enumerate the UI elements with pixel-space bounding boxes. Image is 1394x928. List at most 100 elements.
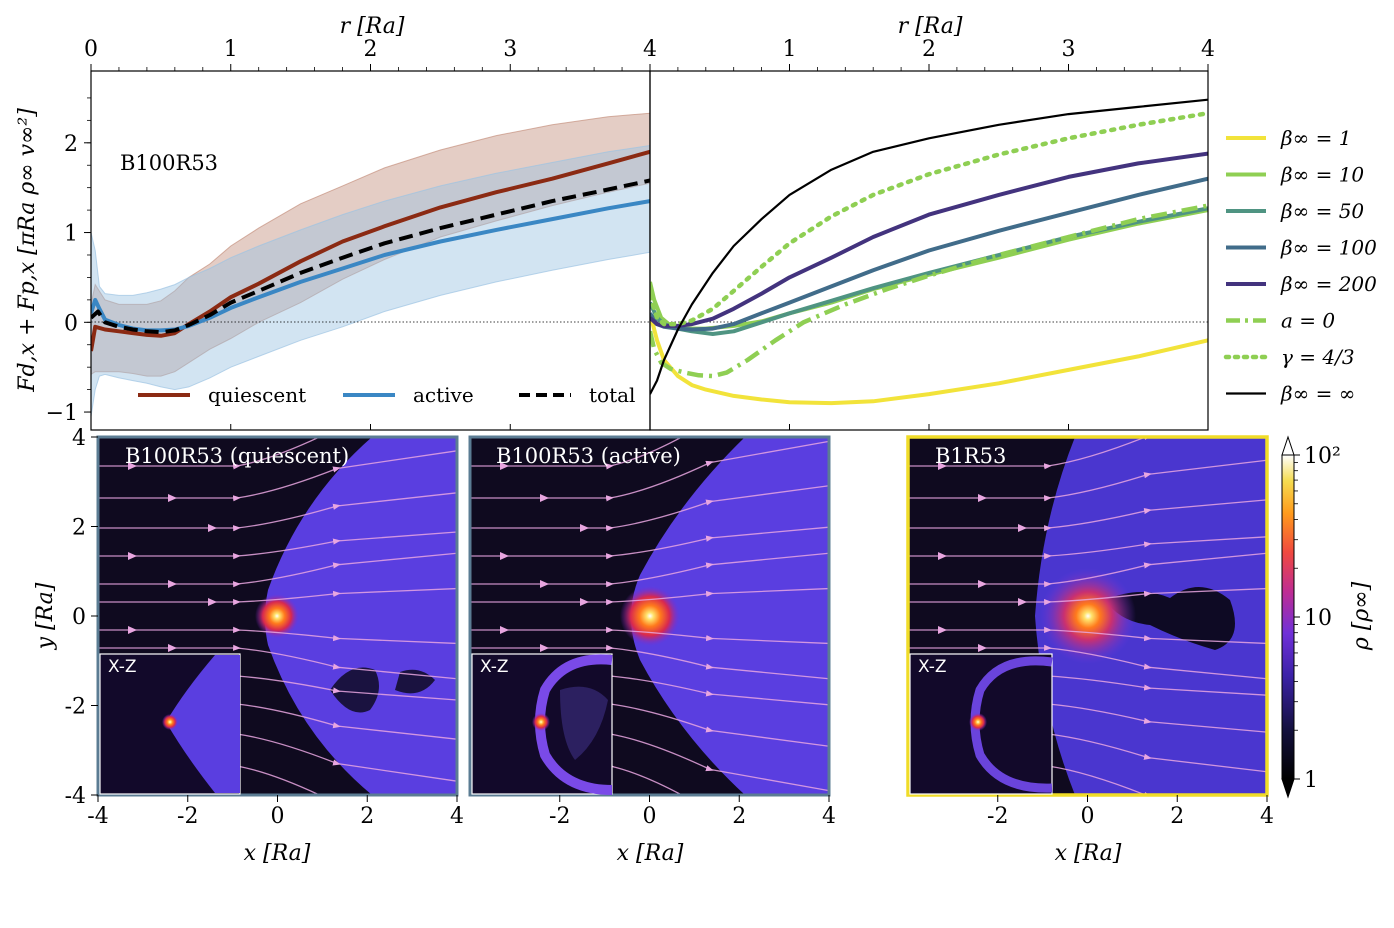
streamline [470,440,829,502]
inset-label: X-Z [108,657,137,677]
inset-xz: X-Z [471,653,613,795]
streamline [98,730,457,782]
legend-label: active [413,383,474,407]
streamline [98,437,341,470]
streamline [470,485,829,532]
streamline [98,672,457,701]
uncertainty-band-quiescent [91,112,650,377]
stream-arrow [540,644,549,652]
x-tick-label: 4 [822,804,836,829]
series-line-beta-inf [650,98,1208,395]
y-tick-label: −1 [46,401,78,426]
streamline [908,552,1267,588]
stream-arrow [978,644,987,652]
streamline [470,644,829,680]
stream-arrow [938,462,947,470]
stream-arrow [580,598,589,606]
panel-bottom-right: X-Z B1R53 x [Ra] -2 0 2 4 [906,435,1274,866]
x-tick-label: 4 [1260,804,1274,829]
stream-arrow [168,494,177,502]
x-tick-label: 0 [84,37,98,62]
x-tick-label: 0 [1081,804,1095,829]
panel-bottom-left: X-Z B100R53 (quiescent) x [Ra] y [Ra] -4… [33,426,464,866]
x-axis-label-b1: x [Ra] [244,841,311,866]
series-line-series-4 [650,151,1208,328]
streamline [98,626,457,645]
series-line-series-5 [650,203,1208,379]
streamlines [470,437,829,795]
streamline [908,459,1267,502]
accretor-core [1040,568,1136,664]
streamline [908,587,1267,606]
stream-arrow [208,524,217,532]
stream-arrow [938,552,947,560]
stream-arrow [500,626,509,634]
colorbar-bottom-extend [1281,778,1295,799]
accretor-core [620,586,680,646]
legend-label: γ = 4/3 [1281,345,1355,369]
stream-arrow [1018,598,1027,606]
panel-bottom-middle: X-Z B100R53 (active) x [Ra] -2 0 2 4 [468,435,836,866]
legend-top-left: quiescent active total [138,383,635,407]
x-axis-label-b3: x [Ra] [1055,841,1122,866]
y-axis-label-b1: y [Ra] [33,582,58,650]
streamline [98,644,457,680]
stream-arrow [540,580,549,588]
inset-xz: X-Z [99,653,241,795]
x-axis-label-b2: x [Ra] [617,841,684,866]
x-tick-label: 0 [643,804,657,829]
stream-arrow [500,462,509,470]
colorbar-tick-label: 10 [1304,606,1332,631]
series-line-total [91,178,650,335]
y-tick-label: -2 [65,695,86,720]
x-axis-label-top-right: r [Ra] [898,14,963,39]
x-tick-label: 1 [783,37,797,62]
panel-title-b1: B100R53 (quiescent) [125,444,349,468]
streamline [98,552,457,588]
x-tick-label: -2 [177,804,198,829]
colorbar-label: ρ [ρ∞] [1349,581,1374,651]
y-tick-label: 1 [64,222,78,247]
streamline [98,587,457,606]
streamline [908,644,1267,680]
panel-top-left: 0 1 2 3 −1 0 1 2 B100R53 r [Ra] Fd,x + Fp,x [πR… [15,14,651,431]
streamline [470,552,829,588]
x-tick-label: 3 [503,37,517,62]
colorbar-top-extend [1281,435,1295,456]
streamline [98,531,457,560]
stream-arrow [978,580,987,588]
series-line-quiescent [91,149,650,352]
x-tick-label: 2 [732,804,746,829]
colorbar-tick-label: 10² [1304,444,1341,469]
colorbar-tick-label: 1 [1304,768,1318,793]
streamline [98,450,457,502]
stream-arrow [128,626,137,634]
x-tick-label: 2 [364,37,378,62]
inset-label: X-Z [918,657,947,677]
stream-arrow [208,598,217,606]
panel-title-b2: B100R53 (active) [496,444,681,468]
x-tick-label: 2 [922,37,936,62]
inset-label: X-Z [480,657,509,677]
x-tick-label: 2 [1170,804,1184,829]
y-tick-label: 2 [64,132,78,157]
x-tick-label: 3 [1062,37,1076,62]
streamline [470,700,829,747]
colorbar-bar [1281,454,1295,780]
y-tick-label: 0 [72,605,86,630]
series-line-active [91,199,650,333]
legend-label: β∞ = ∞ [1280,382,1355,406]
panel-top-right: 4 1 2 3 4 r [Ra] β∞ = 1 β∞ = 10 β∞ = 50 β∞ = 10… [643,14,1377,431]
streamline [98,762,341,795]
x-tick-label: -2 [549,804,570,829]
panel-title-tl: B100R53 [120,151,218,175]
x-tick-label: 0 [271,804,285,829]
streamline [470,526,829,560]
legend-label: quiescent [208,383,306,407]
x-tick-label: 1 [224,37,238,62]
stream-arrow [168,644,177,652]
legend-label: β∞ = 200 [1280,272,1377,296]
legend-label: total [589,383,635,407]
y-tick-label: 4 [72,426,86,451]
